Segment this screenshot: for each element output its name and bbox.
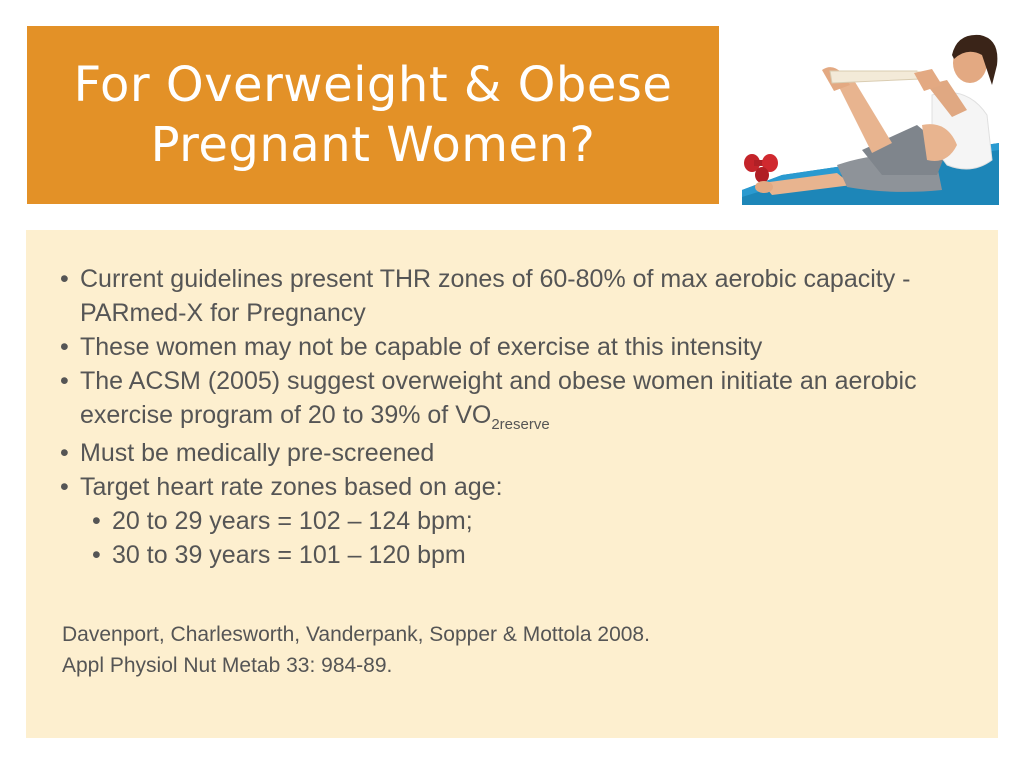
- bullet-thr-guidelines: Current guidelines present THR zones of …: [60, 262, 960, 330]
- bullet-capability: These women may not be capable of exerci…: [60, 330, 960, 364]
- citation-authors: Davenport, Charlesworth, Vanderpank, Sop…: [62, 623, 650, 646]
- bullet-prescreen: Must be medically pre-screened: [60, 436, 960, 470]
- photo-illustration: [742, 34, 999, 205]
- sub-bullet-20-29: 20 to 29 years = 102 – 124 bpm;: [92, 504, 960, 538]
- acsm-text: The ACSM (2005) suggest overweight and o…: [80, 367, 917, 429]
- bullet-list: Current guidelines present THR zones of …: [60, 262, 960, 572]
- bullet-acsm: The ACSM (2005) suggest overweight and o…: [60, 364, 960, 436]
- citation: Davenport, Charlesworth, Vanderpank, Sop…: [62, 619, 650, 681]
- title-line-1: For Overweight & Obese: [73, 57, 673, 113]
- title-banner: For Overweight & Obese Pregnant Women?: [27, 26, 719, 204]
- sub-bullet-30-39: 30 to 39 years = 101 – 120 bpm: [92, 538, 960, 572]
- citation-journal: Appl Physiol Nut Metab 33: 984-89.: [62, 654, 393, 677]
- bullet-target-hr: Target heart rate zones based on age:: [60, 470, 960, 504]
- dumbbell-icon: [744, 154, 778, 183]
- slide-title: For Overweight & Obese Pregnant Women?: [64, 55, 683, 175]
- vo2-reserve-subscript: 2reserve: [491, 416, 550, 433]
- pregnant-woman-exercise-photo: [742, 25, 999, 205]
- title-line-2: Pregnant Women?: [150, 117, 596, 173]
